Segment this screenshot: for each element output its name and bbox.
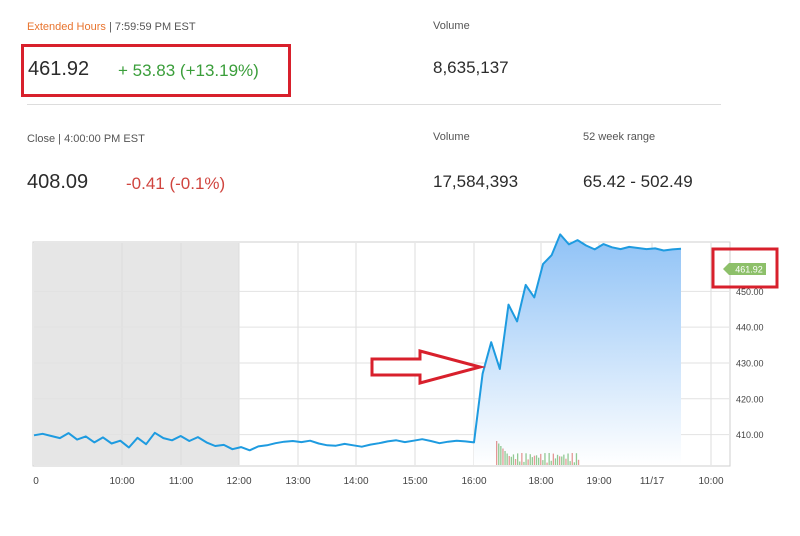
week-range: 65.42 - 502.49 <box>583 172 693 191</box>
x-tick-label: 14:00 <box>343 476 368 487</box>
x-tick-label: 10:00 <box>109 476 134 487</box>
volume-bar <box>498 443 500 465</box>
volume-bar <box>563 454 565 465</box>
volume-bar <box>548 453 550 465</box>
volume-bar <box>552 453 554 465</box>
extended-hours-header: Extended Hours | 7:59:59 PM EST <box>27 21 196 33</box>
volume-bar <box>529 454 531 465</box>
extended-volume-label: Volume <box>433 20 470 32</box>
volume-bar <box>500 446 502 465</box>
annotation-arrow-icon <box>370 349 486 385</box>
volume-bar <box>542 460 544 465</box>
volume-bar <box>514 459 517 465</box>
close-label: Close | 4:00:00 PM EST <box>27 133 145 145</box>
x-tick-label: 13:00 <box>285 476 310 487</box>
volume-bars <box>496 441 580 465</box>
y-tick-label: 450.00 <box>736 287 764 297</box>
last-price-tag-label: 461.92 <box>735 265 763 275</box>
close-volume: 17,584,393 <box>433 172 519 191</box>
price-tag-highlight <box>711 247 779 289</box>
x-tick-label: 11/17 <box>640 476 665 487</box>
x-tick-label: 12:00 <box>226 476 251 487</box>
volume-bar <box>508 456 510 465</box>
volume-bar <box>506 453 508 465</box>
volume-bar <box>561 456 563 465</box>
volume-bar <box>527 459 529 465</box>
extended-price: 461.92 <box>28 58 90 80</box>
volume-bar <box>512 454 515 465</box>
volume-bar <box>567 453 569 465</box>
volume-bar <box>554 458 557 465</box>
y-tick-label: 420.00 <box>736 394 764 404</box>
section-divider <box>27 104 721 105</box>
y-axis-labels: 410.00 420.00 430.00 440.00 450.00 <box>736 287 764 440</box>
volume-bar <box>559 456 561 465</box>
volume-bar <box>556 454 559 465</box>
volume-bar <box>502 448 504 465</box>
premarket-shade <box>34 243 239 465</box>
x-tick-label: 19:00 <box>586 476 611 487</box>
x-tick-label: 0 <box>33 476 39 487</box>
volume-bar <box>538 457 540 465</box>
volume-bar <box>540 453 542 465</box>
extended-hours-time: | 7:59:59 PM EST <box>108 21 196 33</box>
volume-bar <box>573 462 575 465</box>
x-tick-label: 16:00 <box>461 476 486 487</box>
volume-bar <box>550 460 552 465</box>
volume-bar <box>577 459 580 465</box>
volume-bar <box>504 451 506 465</box>
volume-bar <box>521 453 523 465</box>
week-range-label: 52 week range <box>583 131 656 143</box>
volume-bar <box>525 453 527 465</box>
volume-bar <box>510 456 512 465</box>
x-tick-label: 18:00 <box>528 476 553 487</box>
volume-bar <box>544 453 546 465</box>
extended-volume: 8,635,137 <box>433 58 509 77</box>
volume-bar <box>565 458 567 465</box>
y-tick-label: 410.00 <box>736 430 764 440</box>
price-line <box>33 233 682 452</box>
last-price-tag <box>723 263 766 275</box>
volume-bar <box>533 455 536 465</box>
volume-bar <box>519 461 521 465</box>
volume-bar <box>531 457 533 465</box>
volume-bar <box>496 441 498 465</box>
volume-bar <box>535 455 538 465</box>
price-area <box>474 234 681 465</box>
extended-price-highlight <box>21 44 291 97</box>
volume-bar <box>523 461 525 465</box>
volume-bar <box>517 453 519 465</box>
volume-bar <box>571 453 573 465</box>
close-change: -0.41 (-0.1%) <box>126 174 226 193</box>
close-volume-label: Volume <box>433 131 470 143</box>
x-axis-labels: 0 10:00 11:00 12:00 13:00 14:00 15:00 16:00 18:0… <box>33 476 724 487</box>
x-tick-label: 11:00 <box>169 476 194 487</box>
x-tick-label: 15:00 <box>402 476 427 487</box>
extended-hours-label: Extended Hours <box>27 21 106 33</box>
extended-change: + 53.83 (+13.19%) <box>118 61 259 80</box>
y-tick-label: 430.00 <box>736 358 764 368</box>
y-tick-label: 440.00 <box>736 323 764 333</box>
volume-bar <box>575 453 578 465</box>
volume-bar <box>569 461 571 465</box>
x-tick-label: 10:00 <box>698 476 723 487</box>
volume-bar <box>546 462 548 465</box>
close-price: 408.09 <box>27 171 89 193</box>
